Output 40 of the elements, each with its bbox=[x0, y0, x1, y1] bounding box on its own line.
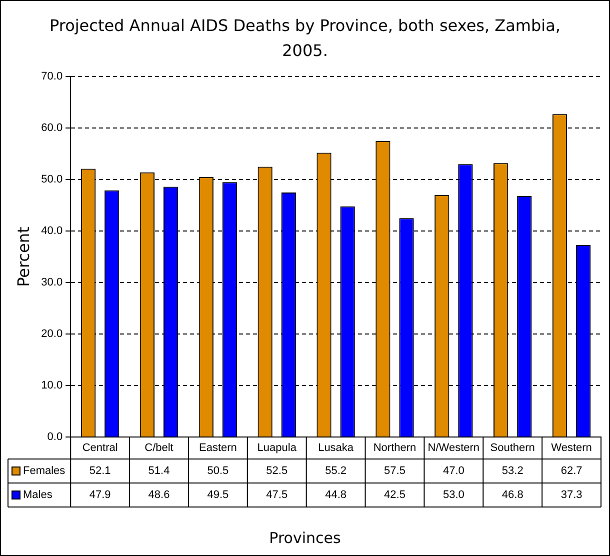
y-tick-label: 40.0 bbox=[41, 225, 63, 238]
x-tick-label: Eastern bbox=[198, 442, 237, 454]
y-tick-label: 10.0 bbox=[41, 380, 63, 392]
x-tick-label: Western bbox=[551, 442, 592, 454]
data-label: 37.3 bbox=[560, 489, 582, 502]
data-label: 55.2 bbox=[325, 465, 347, 478]
legend-label: Females bbox=[23, 465, 66, 478]
data-label: 57.5 bbox=[384, 465, 406, 478]
data-label: 50.5 bbox=[207, 465, 229, 478]
y-axis-title: Percent bbox=[14, 226, 33, 287]
y-tick-label: 60.0 bbox=[41, 122, 63, 134]
x-tick-label: Southern bbox=[490, 442, 535, 454]
data-label: 47.9 bbox=[89, 489, 111, 502]
y-tick-label: 0.0 bbox=[47, 431, 63, 444]
data-label: 47.0 bbox=[442, 465, 464, 478]
data-label: 53.0 bbox=[442, 489, 464, 502]
data-label: 47.5 bbox=[266, 489, 288, 502]
chart-title: Projected Annual AIDS Deaths by Province, both sexes, Zambia, 2005. bbox=[48, 15, 562, 62]
x-axis-title: Provinces bbox=[268, 529, 342, 547]
x-tick-label: C/belt bbox=[144, 442, 174, 454]
data-label: 53.2 bbox=[502, 465, 524, 478]
data-label: 49.5 bbox=[207, 489, 229, 502]
y-tick-label: 50.0 bbox=[41, 174, 63, 186]
legend-label: Males bbox=[23, 489, 53, 502]
x-tick-label: Northern bbox=[373, 442, 416, 454]
y-tick-label: 20.0 bbox=[41, 328, 63, 340]
data-label: 44.8 bbox=[325, 489, 347, 502]
x-tick-label: N/Western bbox=[428, 442, 480, 454]
x-tick-label: Lusaka bbox=[318, 442, 354, 454]
data-label: 52.1 bbox=[89, 465, 111, 478]
data-label: 51.4 bbox=[148, 465, 170, 478]
data-label: 42.5 bbox=[384, 489, 406, 502]
data-label: 62.7 bbox=[560, 465, 582, 478]
data-label: 52.5 bbox=[266, 465, 288, 478]
y-tick-label: 30.0 bbox=[41, 276, 63, 289]
y-tick-label: 70.0 bbox=[41, 70, 63, 83]
data-label: 48.6 bbox=[148, 489, 170, 502]
data-label: 46.8 bbox=[502, 489, 524, 502]
x-tick-label: Luapula bbox=[257, 442, 298, 454]
x-tick-label: Central bbox=[82, 442, 118, 454]
